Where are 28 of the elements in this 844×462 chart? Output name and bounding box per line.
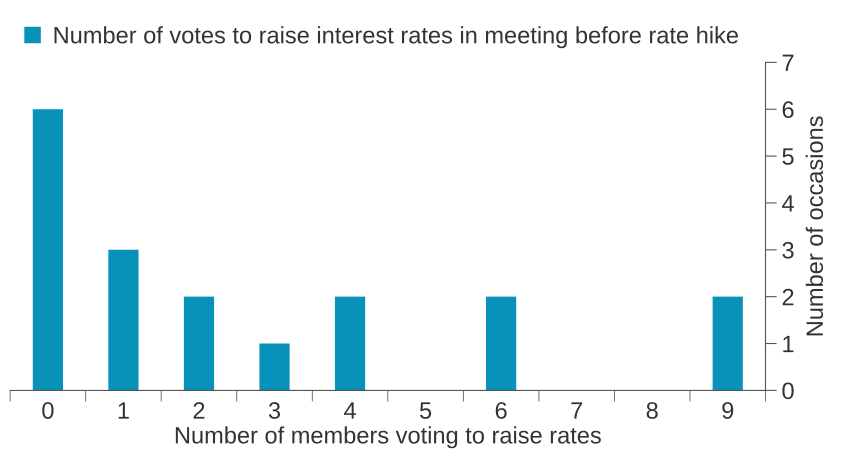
y-tick-label: 5	[782, 148, 794, 165]
x-tick-label: 1	[118, 402, 129, 419]
bar	[184, 296, 214, 390]
y-tick-label: 3	[782, 242, 794, 259]
x-tick-label: 5	[420, 402, 432, 419]
y-tick-label: 4	[782, 195, 794, 212]
x-tick-label: 3	[268, 402, 280, 419]
bar	[32, 109, 64, 390]
x-tick-label: 9	[722, 402, 734, 419]
x-tick-label: 2	[194, 402, 204, 419]
bar	[108, 250, 139, 390]
x-tick-label: 6	[496, 402, 507, 419]
bar	[334, 296, 366, 390]
x-axis-title: Number of members voting to raise rates	[176, 426, 601, 448]
y-axis-title: Number of occasions	[806, 116, 824, 336]
x-tick-label: 8	[646, 402, 658, 419]
x-tick-label: 0	[42, 402, 54, 419]
y-tick-label: 7	[782, 54, 794, 71]
y-tick-label: 2	[782, 288, 794, 306]
x-tick-label: 7	[571, 402, 582, 419]
x-tick-label: 4	[344, 402, 356, 419]
bar	[486, 296, 516, 390]
y-tick-label: 1	[783, 336, 794, 352]
bar	[259, 344, 290, 390]
legend-label: Number of votes to raise interest rates in meeting before rate hike	[54, 26, 738, 48]
y-tick-label: 6	[782, 101, 794, 118]
bar	[712, 296, 743, 390]
y-tick-label: 0	[782, 382, 794, 400]
